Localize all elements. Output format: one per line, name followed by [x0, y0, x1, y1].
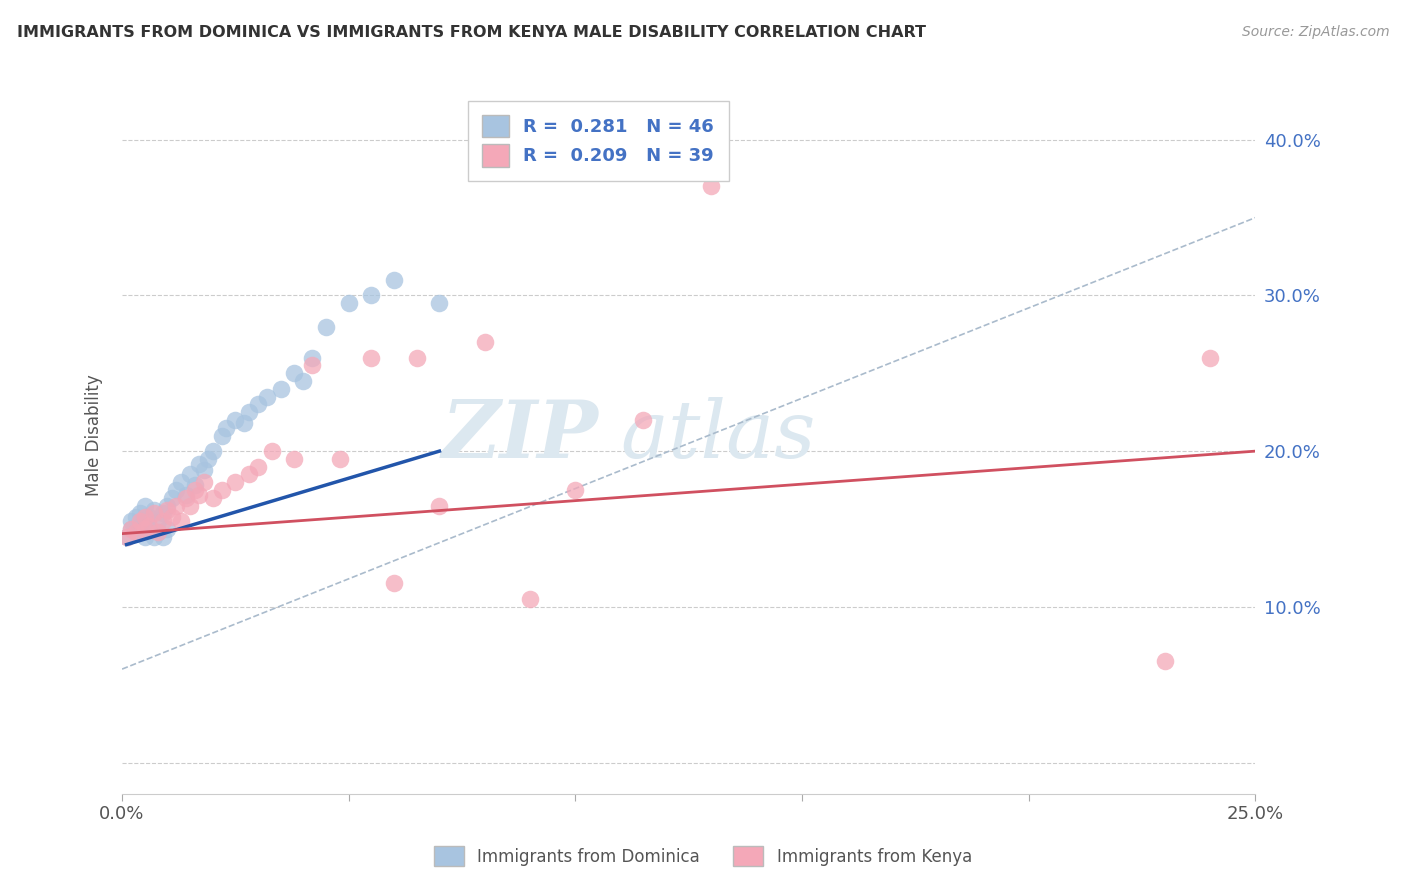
Point — [224, 475, 246, 490]
Point — [564, 483, 586, 497]
Point — [115, 530, 138, 544]
Point — [211, 428, 233, 442]
Point — [201, 444, 224, 458]
Point — [429, 499, 451, 513]
Point — [179, 499, 201, 513]
Point — [238, 467, 260, 482]
Point — [247, 459, 270, 474]
Point — [179, 467, 201, 482]
Point — [134, 514, 156, 528]
Point — [166, 499, 188, 513]
Point — [292, 374, 315, 388]
Point — [188, 457, 211, 471]
Point — [142, 503, 165, 517]
Point — [124, 525, 146, 540]
Point — [129, 507, 152, 521]
Point — [260, 444, 283, 458]
Legend: R =  0.281   N = 46, R =  0.209   N = 39: R = 0.281 N = 46, R = 0.209 N = 39 — [468, 101, 728, 181]
Text: atlas: atlas — [621, 397, 815, 475]
Point — [156, 499, 179, 513]
Point — [519, 592, 541, 607]
Point — [197, 451, 219, 466]
Point — [152, 530, 174, 544]
Point — [256, 390, 278, 404]
Point — [1153, 654, 1175, 668]
Point — [193, 475, 215, 490]
Point — [405, 351, 427, 365]
Point — [211, 483, 233, 497]
Point — [337, 296, 360, 310]
Point — [134, 509, 156, 524]
Point — [233, 416, 256, 430]
Point — [183, 483, 205, 497]
Y-axis label: Male Disability: Male Disability — [86, 375, 103, 497]
Point — [329, 451, 352, 466]
Point — [134, 530, 156, 544]
Point — [156, 522, 179, 536]
Point — [193, 463, 215, 477]
Point — [215, 421, 238, 435]
Point — [270, 382, 292, 396]
Point — [138, 509, 160, 524]
Point — [633, 413, 655, 427]
Point — [1199, 351, 1222, 365]
Point — [474, 335, 496, 350]
Point — [124, 525, 146, 540]
Point — [301, 351, 323, 365]
Point — [160, 509, 183, 524]
Point — [382, 273, 405, 287]
Point — [170, 475, 193, 490]
Point — [360, 351, 382, 365]
Legend: Immigrants from Dominica, Immigrants from Kenya: Immigrants from Dominica, Immigrants fro… — [426, 838, 980, 875]
Point — [124, 509, 146, 524]
Point — [134, 499, 156, 513]
Point — [247, 397, 270, 411]
Point — [142, 507, 165, 521]
Point — [183, 478, 205, 492]
Point — [160, 491, 183, 505]
Point — [166, 483, 188, 497]
Point — [301, 359, 323, 373]
Point — [700, 179, 723, 194]
Point — [148, 525, 170, 540]
Point — [429, 296, 451, 310]
Text: Source: ZipAtlas.com: Source: ZipAtlas.com — [1241, 25, 1389, 39]
Point — [174, 488, 197, 502]
Point — [134, 522, 156, 536]
Point — [174, 491, 197, 505]
Point — [152, 514, 174, 528]
Point — [142, 530, 165, 544]
Point — [148, 525, 170, 540]
Point — [148, 514, 170, 528]
Point — [283, 366, 305, 380]
Point — [283, 451, 305, 466]
Point — [188, 488, 211, 502]
Point — [315, 319, 337, 334]
Point — [129, 514, 152, 528]
Point — [120, 522, 142, 536]
Point — [152, 507, 174, 521]
Point — [129, 519, 152, 533]
Point — [115, 530, 138, 544]
Point — [156, 503, 179, 517]
Text: ZIP: ZIP — [441, 397, 598, 475]
Point — [120, 522, 142, 536]
Point — [382, 576, 405, 591]
Point — [138, 522, 160, 536]
Point — [224, 413, 246, 427]
Point — [360, 288, 382, 302]
Point — [201, 491, 224, 505]
Point — [170, 514, 193, 528]
Point — [120, 514, 142, 528]
Point — [238, 405, 260, 419]
Text: IMMIGRANTS FROM DOMINICA VS IMMIGRANTS FROM KENYA MALE DISABILITY CORRELATION CH: IMMIGRANTS FROM DOMINICA VS IMMIGRANTS F… — [17, 25, 927, 40]
Point — [138, 519, 160, 533]
